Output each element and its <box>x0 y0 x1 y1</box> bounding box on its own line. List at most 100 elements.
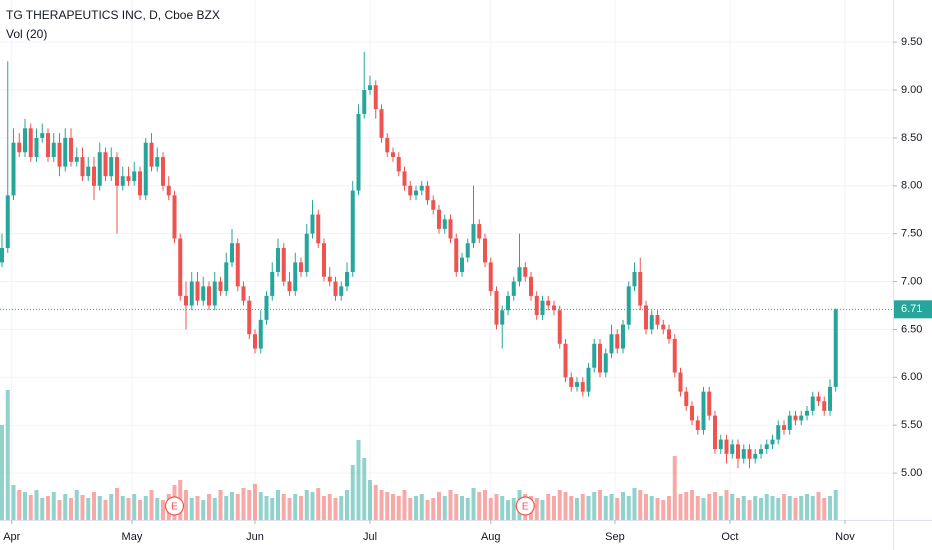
candle-body <box>799 415 804 421</box>
volume-bar <box>632 488 637 520</box>
candle-body <box>172 195 177 239</box>
candle-body <box>155 157 160 167</box>
volume-bar <box>787 496 792 520</box>
volume-bar <box>115 488 119 520</box>
candle-body <box>115 157 119 186</box>
candle-body <box>425 185 430 201</box>
candle-body <box>483 238 487 263</box>
volume-bar <box>822 498 827 520</box>
event-label: E <box>522 502 529 513</box>
volume-bar <box>753 496 758 520</box>
volume-bar <box>414 496 418 520</box>
candle-body <box>264 295 269 320</box>
candle-body <box>638 271 643 306</box>
volume-bar <box>327 494 332 520</box>
candle-body <box>529 276 533 296</box>
candle-body <box>626 286 631 325</box>
volume-bar <box>345 490 349 520</box>
volume-bar <box>580 494 585 520</box>
candle-body <box>368 85 372 91</box>
volume-bar <box>460 496 464 520</box>
candle-body <box>793 415 798 421</box>
volume-bar <box>408 498 413 520</box>
candle-body <box>86 166 91 177</box>
candle-body <box>523 267 528 277</box>
candle-body <box>293 262 298 292</box>
candle-body <box>189 281 194 306</box>
candle-body <box>356 113 361 191</box>
volume-bar <box>546 494 551 520</box>
candle-body <box>764 444 769 450</box>
candle-body <box>224 262 229 292</box>
volume-bar <box>155 498 160 520</box>
candle-body <box>833 309 838 387</box>
candle-body <box>724 439 729 454</box>
candle-body <box>747 449 752 459</box>
volume-bar <box>690 490 694 520</box>
volume-bar <box>28 495 33 520</box>
y-tick-label: 7.00 <box>901 275 922 287</box>
volume-bar <box>149 490 154 520</box>
x-tick-label: Aug <box>481 531 501 543</box>
volume-bar <box>195 496 200 520</box>
candle-body <box>414 190 418 196</box>
volume-bar <box>189 498 194 520</box>
y-tick-label: 8.00 <box>901 180 922 192</box>
event-marker <box>164 496 185 516</box>
candle-body <box>718 439 723 450</box>
candle-body <box>506 295 510 311</box>
volume-bar <box>310 492 315 520</box>
candle-body <box>327 276 332 282</box>
volume-bar <box>816 492 821 520</box>
candle-body <box>195 281 200 301</box>
volume-bar <box>511 498 516 520</box>
candle-body <box>97 152 102 186</box>
volume-bar <box>759 498 763 520</box>
candle-body <box>603 353 608 373</box>
volume-bar <box>615 498 620 520</box>
candle-body <box>667 329 671 340</box>
volume-bar <box>782 494 786 520</box>
volume-bar <box>419 494 424 520</box>
candle-body <box>569 377 574 387</box>
volume-bar <box>270 498 275 520</box>
last-price-box <box>894 300 932 319</box>
candle-body <box>5 195 10 249</box>
volume-bar <box>109 494 114 520</box>
candle-body <box>534 295 539 316</box>
volume-bar <box>747 500 752 520</box>
volume-bar <box>0 425 4 520</box>
volume-bar <box>362 458 367 520</box>
candle-body <box>339 286 344 296</box>
candle-body <box>362 90 367 114</box>
candle-body <box>316 214 321 244</box>
volume-bar <box>724 490 729 520</box>
volume-bar <box>391 494 395 520</box>
volume-bar <box>17 490 22 520</box>
candle-body <box>63 137 68 167</box>
x-tick-label: Sep <box>605 531 625 543</box>
candle-body <box>138 171 142 196</box>
volume-bar <box>373 485 378 520</box>
volume-bar <box>500 496 505 520</box>
candle-body <box>580 382 585 392</box>
candle-body <box>230 243 234 263</box>
candle-body <box>563 343 568 378</box>
volume-bar <box>368 480 372 520</box>
candle-body <box>575 382 579 387</box>
volume-bar <box>592 492 597 520</box>
volume-bar <box>557 490 562 520</box>
candle-body <box>770 439 775 445</box>
volume-bar <box>224 496 229 520</box>
volume-bar <box>276 490 280 520</box>
candle-body <box>661 324 666 330</box>
event-marker <box>515 496 535 516</box>
volume-bar <box>638 490 643 520</box>
volume-bar <box>143 496 148 520</box>
axes: 5.00 5.50 6.00 6.50 7.00 7.50 8.00 8.50 9.00 9.50… <box>3 36 932 543</box>
volume-bar <box>339 496 344 520</box>
candle-body <box>552 305 556 311</box>
volume-bar <box>471 488 476 520</box>
candle-body <box>299 262 303 272</box>
